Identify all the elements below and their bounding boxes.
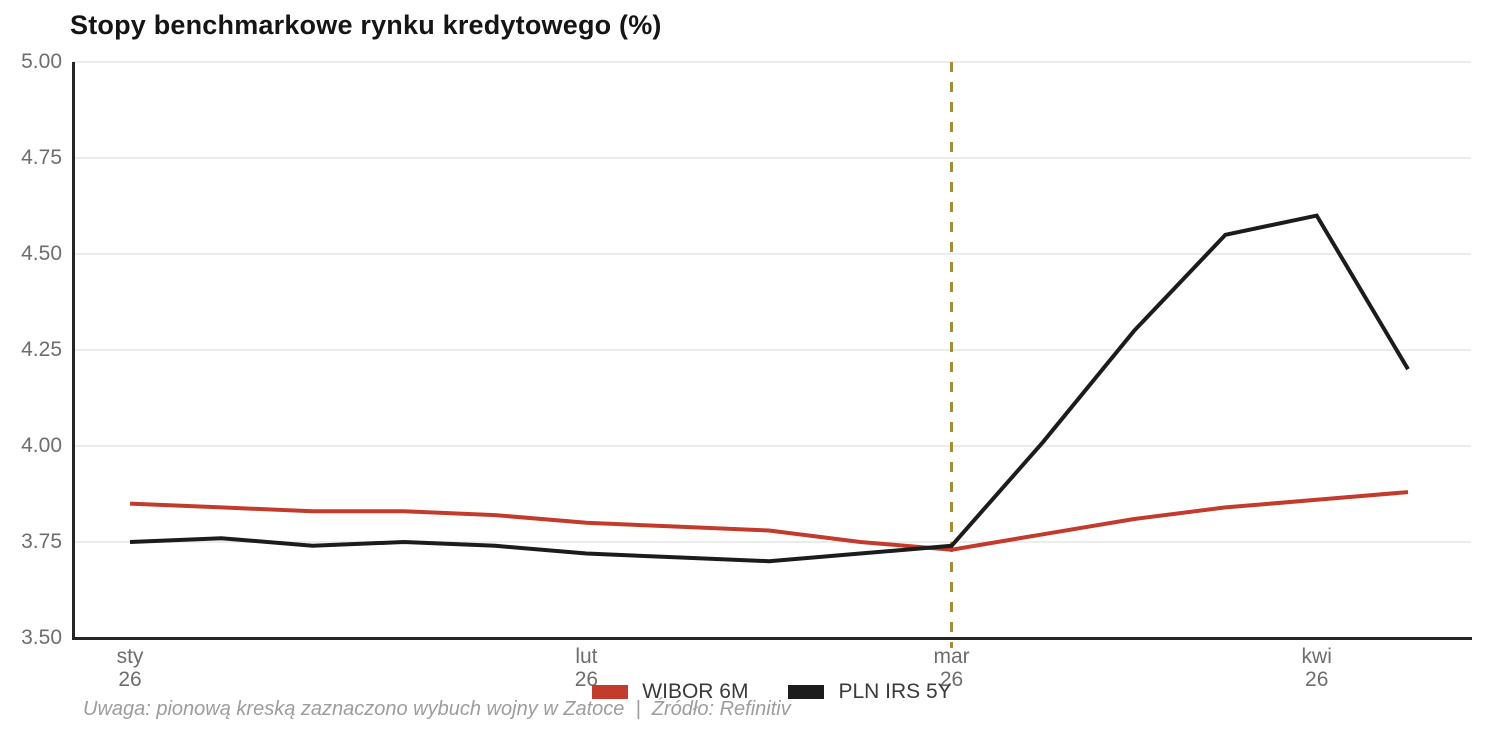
x-tick-label: mar 26 xyxy=(933,645,970,691)
legend-swatch-wibor-6m xyxy=(592,685,629,699)
series-line-0 xyxy=(129,490,1409,552)
legend-label-wibor-6m: WIBOR 6M xyxy=(642,680,749,703)
chart-title: Stopy benchmarkowe rynku kredytowego (%) xyxy=(70,10,662,40)
legend: WIBOR 6M PLN IRS 5Y xyxy=(73,680,1471,704)
y-tick-label: 5.00 xyxy=(21,50,62,73)
gridline xyxy=(73,541,1471,543)
y-tick-label: 4.75 xyxy=(21,146,62,169)
legend-item-pln-irs-5y: PLN IRS 5Y xyxy=(788,680,952,703)
gridline xyxy=(73,349,1471,351)
y-tick-label: 4.50 xyxy=(21,242,62,265)
series-line-1 xyxy=(129,213,1410,564)
gridline xyxy=(73,253,1471,255)
y-tick-label: 3.75 xyxy=(21,530,62,553)
footnote: Uwaga: pionową kreską zaznaczono wybuch … xyxy=(83,698,791,720)
gridline xyxy=(73,445,1471,447)
x-tick-label: sty 26 xyxy=(116,645,144,691)
y-tick-label: 3.50 xyxy=(21,626,62,649)
legend-item-wibor-6m: WIBOR 6M xyxy=(592,681,748,703)
plot-area xyxy=(72,61,1472,648)
gridline xyxy=(73,157,1471,159)
chart-canvas xyxy=(129,213,1410,564)
x-axis-spine xyxy=(72,637,1472,640)
gridline xyxy=(73,61,1471,63)
legend-label-pln-irs-5y: PLN IRS 5Y xyxy=(838,680,952,703)
y-tick-label: 4.25 xyxy=(21,338,62,361)
x-tick-label: lut 26 xyxy=(574,645,599,691)
event-line xyxy=(950,62,954,648)
x-tick-label: kwi 26 xyxy=(1301,645,1332,691)
y-tick-label: 4.00 xyxy=(21,434,62,457)
y-axis-spine xyxy=(72,62,75,638)
legend-swatch-pln-irs-5y xyxy=(788,685,825,699)
